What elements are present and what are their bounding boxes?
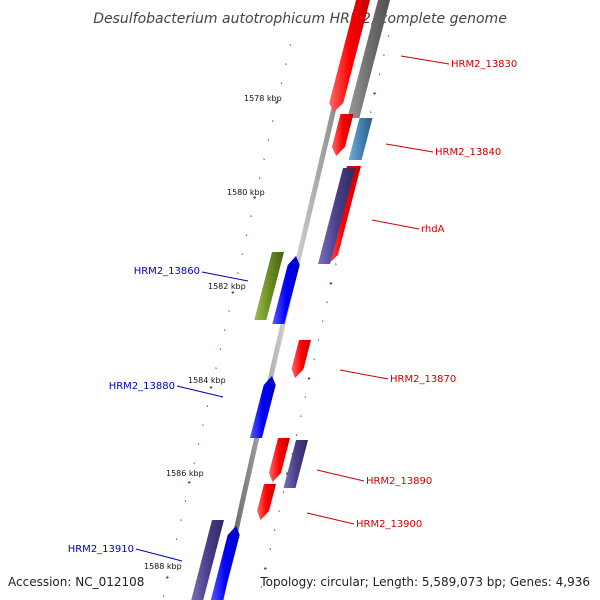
kbp-label-1588: 1588 kbp <box>144 562 182 571</box>
gene-rhda-purple <box>318 168 355 264</box>
gene-hrm2-13890 <box>268 438 290 482</box>
connector-hrm2-13840 <box>385 143 434 153</box>
kbp-label-1586: 1586 kbp <box>166 469 204 478</box>
label-connectors <box>135 55 450 562</box>
gene-label-hrm2-13840: HRM2_13840 <box>435 147 501 158</box>
gene-label-hrm2-13890: HRM2_13890 <box>366 476 432 487</box>
ruler-tick <box>209 386 213 389</box>
ruler-tick <box>263 567 267 570</box>
gene-label-hrm2-13910: HRM2_13910 <box>68 544 134 555</box>
accession-text: Accession: NC_012108 <box>8 575 144 589</box>
connector-hrm2-13830 <box>400 55 450 65</box>
ruler-tick <box>187 481 191 484</box>
connector-hrm2-13870 <box>339 369 389 380</box>
ruler-tick <box>373 92 377 95</box>
gene-hrm2-13870 <box>291 340 311 378</box>
gene-label-rhda: rhdA <box>421 224 445 235</box>
gene-label-hrm2-13900: HRM2_13900 <box>356 519 422 530</box>
gene-hrm2-13900 <box>257 484 276 520</box>
gene-features <box>191 0 390 600</box>
kbp-label-1580: 1580 kbp <box>227 188 265 197</box>
gene-hrm2-13890-purple <box>283 440 308 488</box>
gene-label-hrm2-13830: HRM2_13830 <box>451 59 517 70</box>
gene-label-hrm2-13880: HRM2_13880 <box>109 381 175 392</box>
gene-hrm2-13910-purple <box>191 520 224 600</box>
gene-hrm2-13830 <box>329 0 370 112</box>
topology-text: Topology: circular; Length: 5,589,073 bp… <box>259 575 590 589</box>
gene-hrm2-13910 <box>210 526 240 600</box>
gene-hrm2-13840 <box>331 114 354 156</box>
gene-grey-top <box>347 0 390 118</box>
connector-rhda <box>371 219 420 230</box>
gene-label-hrm2-13870: HRM2_13870 <box>390 374 456 385</box>
ruler-tick <box>275 101 279 104</box>
kbp-label-1582: 1582 kbp <box>208 282 246 291</box>
ruler-tick <box>231 291 235 294</box>
connector-hrm2-13880 <box>176 385 224 398</box>
kbp-label-1584: 1584 kbp <box>188 376 226 385</box>
map-title: Desulfobacterium autotrophicum HRM2, com… <box>93 11 507 27</box>
ruler-tick <box>165 576 169 579</box>
ruler-tick <box>253 196 257 199</box>
gene-hrm2-13880 <box>249 376 276 438</box>
connector-hrm2-13890 <box>316 469 365 482</box>
connector-hrm2-13910 <box>135 548 183 562</box>
gene-hrm2-13840-steel <box>348 118 373 160</box>
ruler-tick <box>307 377 311 380</box>
gene-hrm2-13860 <box>254 252 284 320</box>
connector-hrm2-13900 <box>306 512 355 525</box>
gene-label-hrm2-13860: HRM2_13860 <box>134 266 200 277</box>
kbp-label-1578: 1578 kbp <box>244 94 282 103</box>
gene-hrm2-13860-blue <box>272 256 300 324</box>
ruler-tick <box>329 282 333 285</box>
connector-hrm2-13860 <box>201 271 249 282</box>
